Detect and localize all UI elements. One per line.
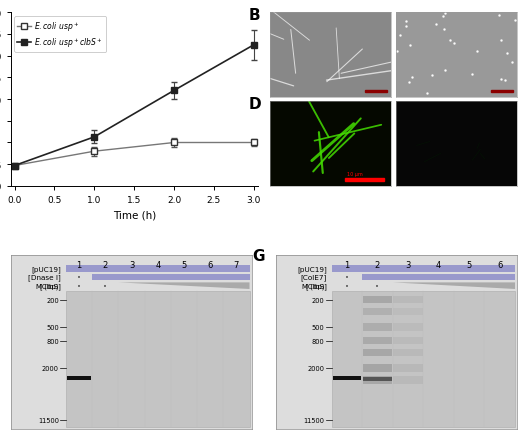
Text: •: • (345, 283, 349, 289)
Bar (345, 179, 384, 181)
Text: 1: 1 (77, 260, 82, 269)
Text: M (bp): M (bp) (36, 283, 59, 290)
Text: 6: 6 (497, 260, 503, 269)
Text: 500: 500 (312, 324, 324, 330)
FancyBboxPatch shape (67, 376, 91, 380)
Text: 5: 5 (182, 260, 186, 269)
FancyBboxPatch shape (362, 274, 515, 281)
Legend: $\it{E. coli}$ $\it{usp}^+$, $\it{E. coli}$ $\it{usp}^+clbS^+$: $\it{E. coli}$ $\it{usp}^+$, $\it{E. col… (14, 17, 106, 53)
Text: •: • (77, 274, 81, 280)
FancyBboxPatch shape (363, 337, 392, 345)
Text: 5: 5 (467, 260, 472, 269)
Text: 7: 7 (234, 260, 239, 269)
FancyBboxPatch shape (66, 265, 250, 272)
FancyBboxPatch shape (363, 323, 392, 331)
FancyBboxPatch shape (393, 308, 422, 316)
FancyBboxPatch shape (66, 291, 250, 427)
FancyBboxPatch shape (363, 364, 392, 372)
FancyBboxPatch shape (363, 349, 392, 357)
Polygon shape (118, 283, 250, 290)
Text: 6: 6 (208, 260, 213, 269)
FancyBboxPatch shape (363, 377, 392, 381)
FancyBboxPatch shape (333, 376, 361, 380)
Bar (491, 91, 513, 93)
Text: B: B (248, 8, 260, 23)
Text: 200: 200 (46, 297, 59, 303)
Text: D: D (248, 96, 261, 111)
FancyBboxPatch shape (393, 323, 422, 331)
FancyBboxPatch shape (393, 349, 422, 357)
Text: 3: 3 (406, 260, 411, 269)
Text: 11500: 11500 (304, 417, 324, 423)
Text: 1: 1 (344, 260, 350, 269)
Text: •: • (345, 274, 349, 280)
Text: 4: 4 (155, 260, 161, 269)
Text: 2000: 2000 (307, 365, 324, 371)
Text: 4: 4 (436, 260, 441, 269)
Text: 800: 800 (312, 338, 324, 344)
Text: 3: 3 (129, 260, 134, 269)
FancyBboxPatch shape (363, 296, 392, 304)
FancyBboxPatch shape (332, 291, 515, 427)
Text: •: • (77, 283, 81, 289)
Text: 10 μm: 10 μm (346, 171, 362, 177)
Text: 2: 2 (103, 260, 108, 269)
Text: 2000: 2000 (42, 365, 59, 371)
Text: 2: 2 (375, 260, 380, 269)
FancyBboxPatch shape (393, 337, 422, 345)
Text: M (bp): M (bp) (302, 283, 324, 290)
FancyBboxPatch shape (393, 296, 422, 304)
FancyBboxPatch shape (363, 308, 392, 316)
Text: •: • (375, 283, 380, 289)
Text: •: • (103, 283, 107, 289)
Text: [Dnase I]: [Dnase I] (29, 274, 61, 281)
Text: 11500: 11500 (38, 417, 59, 423)
Text: [ClbS]: [ClbS] (40, 283, 61, 290)
Bar (365, 91, 386, 93)
X-axis label: Time (h): Time (h) (112, 210, 156, 220)
FancyBboxPatch shape (92, 274, 250, 281)
FancyBboxPatch shape (363, 376, 392, 384)
Text: G: G (252, 249, 265, 264)
Text: 200: 200 (312, 297, 324, 303)
Text: 500: 500 (46, 324, 59, 330)
Text: [pUC19]: [pUC19] (32, 265, 61, 272)
FancyBboxPatch shape (393, 364, 422, 372)
Text: [ColE7]: [ColE7] (300, 274, 327, 281)
Polygon shape (393, 283, 515, 290)
FancyBboxPatch shape (393, 376, 422, 384)
Text: [ClbS]: [ClbS] (305, 283, 327, 290)
Text: 800: 800 (46, 338, 59, 344)
FancyBboxPatch shape (332, 265, 515, 272)
Text: [pUC19]: [pUC19] (297, 265, 327, 272)
